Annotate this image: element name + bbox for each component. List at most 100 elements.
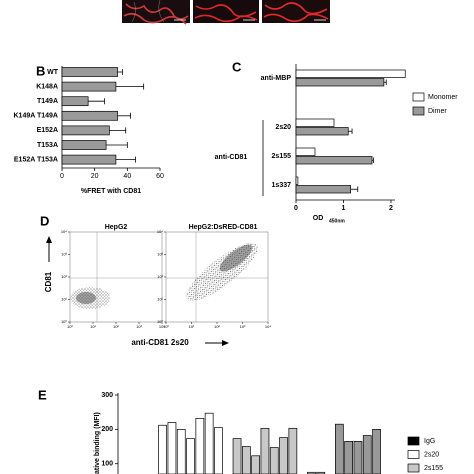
plot-title: HepG2:DsRED-CD81 [189,224,258,231]
x-axis-label-sub: 450nm [329,218,345,224]
legend-swatch [407,436,420,446]
bar [372,428,381,474]
bar [260,427,270,474]
bar [344,441,353,474]
y-tick-label: 10² [157,274,163,279]
x-tick-label: 0 [60,173,64,180]
bar [316,471,326,474]
bar [232,438,242,474]
category-label: 2s20 [275,124,291,131]
category-label: E152A T153A [14,156,58,163]
y-tick-label: 10⁰ [157,319,163,324]
bar [195,418,205,474]
x-tick-label: 20 [91,173,99,180]
y-tick-label: 10² [61,274,67,279]
x-tick-label: 10³ [240,324,246,329]
panel-letter: C [232,59,242,74]
y-tick-label: 10³ [61,252,67,257]
y-tick-label: 10¹ [157,297,163,302]
x-tick-label: 10¹ [90,324,96,329]
y-tick-label: 10¹ [61,297,67,302]
x-tick-label: 10⁴ [159,324,165,329]
bar [204,412,214,474]
bar [307,471,316,474]
legend-label: 2s20 [424,451,439,458]
x-axis-label: %FRET with CD81 [81,188,141,195]
category-label: T153A [37,142,58,149]
bar [288,427,298,474]
bar [269,447,279,474]
legend-label: Dimer [428,108,447,115]
x-tick-label: 2 [389,205,393,212]
bar [61,125,110,136]
y-tick-label: 100 [101,461,113,468]
bar [61,96,89,107]
bar [61,154,117,165]
category-label: 1s337 [272,182,292,189]
bar [61,81,117,92]
bar [295,78,385,87]
legend-label: IgG [424,438,435,445]
x-axis-label: anti-CD81 2s20 [131,338,189,347]
legend-label: 2s155 [424,465,443,472]
flow-plots [46,231,269,346]
category-label: E152A [37,127,58,134]
y-axis-label: ative binding (MFI) [94,412,101,474]
bar [279,437,288,474]
bar [295,156,373,165]
category-label: 2s155 [272,153,292,160]
category-label: K148A [36,83,58,90]
bar [61,67,118,77]
bar [167,422,177,474]
legend-swatch [412,92,425,102]
x-tick-label: 40 [123,173,131,180]
y-axis-label: CD81 [44,271,53,292]
bar [295,147,316,156]
bar [295,127,349,136]
plot-title: HepG2 [105,224,128,231]
y-tick-label: 200 [101,426,113,433]
x-tick-label: 60 [156,173,164,180]
bar [295,176,299,185]
x-tick-label: 10⁴ [265,324,271,329]
x-tick-label: 10² [113,324,119,329]
y-tick-label: 300 [101,392,113,399]
x-tick-label: 10⁰ [67,324,73,329]
x-tick-label: 1 [342,205,346,212]
bar [61,110,118,121]
category-label: WT [47,69,59,76]
y-tick-label: 10⁴ [157,229,163,234]
x-tick-label: 10¹ [189,324,195,329]
panel-letter: D [40,213,49,228]
bar [295,118,335,127]
bar [242,446,251,474]
y-tick-label: 10⁴ [61,229,67,234]
micrographs [122,0,330,25]
legend-swatch [407,450,420,459]
legend-label: Monomer [428,94,458,101]
y-tick-label: 10³ [157,252,163,257]
bar [176,428,186,474]
bar [362,435,372,474]
category-label: T149A [37,98,58,105]
bar [158,424,167,474]
bar [335,423,344,474]
bar [295,185,351,194]
x-axis-label: OD [313,215,324,222]
y-tick-label: 10⁰ [61,319,67,324]
group-label: anti-CD81 [215,154,248,161]
bar [353,441,363,474]
category-label: anti-MBP [261,75,292,82]
bar [251,455,260,474]
category-label: K149A T149A [14,113,59,120]
legend-swatch [412,106,425,116]
bar [214,427,223,474]
x-tick-label: 10² [214,324,220,329]
legend-swatch [407,463,420,473]
x-tick-label: 10⁰ [163,324,169,329]
bar [61,140,107,150]
bar [186,438,195,474]
bar [295,69,406,78]
x-tick-label: 10³ [136,324,142,329]
